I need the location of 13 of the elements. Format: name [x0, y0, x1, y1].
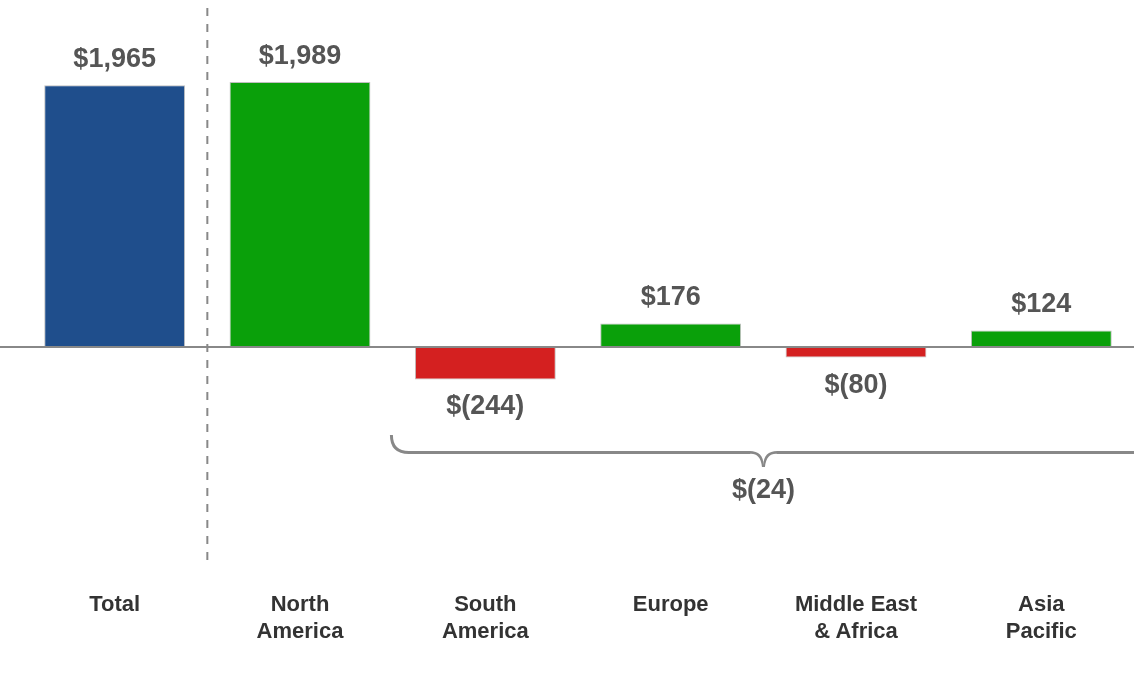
data-label: $1,965 — [73, 43, 156, 74]
x-tick-label: Middle East & Africa — [794, 591, 918, 643]
data-label: $1,989 — [258, 39, 342, 70]
x-tick-label: Europe — [632, 591, 709, 617]
x-tick-label: Asia Pacific — [1005, 591, 1077, 643]
text: $(24) — [731, 473, 795, 504]
x-tick-label: North America — [256, 591, 345, 643]
data-label: $(244) — [446, 390, 525, 421]
data-label: $(80) — [824, 368, 888, 399]
x-tick-label: Total — [89, 591, 141, 617]
x-tick-label: South America — [441, 591, 530, 643]
data-label: $124 — [1011, 288, 1072, 319]
data-label: $176 — [640, 281, 701, 312]
